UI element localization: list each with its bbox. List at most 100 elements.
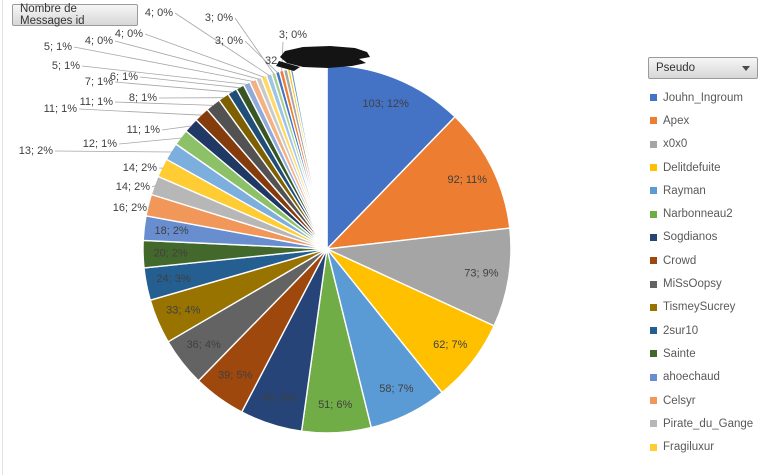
data-label: 14; 2% [123,162,157,174]
legend-color-swatch [650,94,657,102]
data-label: 39; 5% [218,370,252,382]
legend-color-swatch [650,233,657,241]
chevron-down-icon[interactable] [742,65,750,71]
data-label: 3; 0% [215,35,243,47]
data-label: 6; 1% [110,71,138,83]
data-label: 33; 4% [166,305,200,317]
leader-line [73,46,254,82]
legend-item[interactable]: Celsyr [650,389,776,412]
pseudo-field-button-label: Pseudo [656,62,696,74]
leader-line [161,125,192,131]
data-label: 4; 0% [115,28,143,40]
data-label: 11; 1% [127,124,161,136]
leader-line [114,101,214,106]
data-label: 51; 6% [318,399,352,411]
legend-color-swatch [650,420,657,428]
legend-item[interactable]: Fragiluxur [650,435,776,458]
leader-line [234,17,275,75]
data-label: 73; 9% [464,268,498,280]
data-label: 11; 1% [80,96,114,108]
data-label: 7; 1% [85,76,113,88]
legend-color-swatch [650,117,657,125]
legend-color-swatch [650,350,657,358]
data-label: 4; 0% [85,35,113,47]
data-label: 3; 0% [279,29,307,41]
values-field-button-label: Nombre de Messages id [20,3,85,27]
legend-item-label: Sainte [663,347,696,360]
legend-item[interactable]: Pirate_du_Gange [650,412,776,435]
legend-color-swatch [650,327,657,335]
chart-area-border [2,0,3,475]
leader-line [118,137,182,145]
data-label: 8; 1% [129,92,157,104]
legend-item[interactable]: Sainte [650,342,776,365]
legend-item-label: Jouhn_Ingroum [663,91,743,104]
legend-item-label: Rayman [663,184,706,197]
data-label: 92; 11% [448,174,488,186]
data-label: 12; 1% [83,138,117,150]
legend-item[interactable]: Crowd [650,249,776,272]
legend-color-swatch [650,303,657,311]
legend-color-swatch [650,443,657,451]
legend-color-swatch [650,164,657,172]
data-label: 5; 1% [44,41,72,53]
data-label: 24; 3% [156,273,190,285]
legend-item-label: x0x0 [663,138,688,151]
legend-item[interactable]: Sogdianos [650,226,776,249]
redacted-label-fragment: 32 [265,55,277,67]
data-label: 36; 4% [187,339,221,351]
legend-item-label: TismeySucrey [663,301,736,314]
legend-color-swatch [650,257,657,265]
data-label: 4; 0% [145,7,173,19]
legend-item-label: 2sur10 [663,324,699,337]
pseudo-field-button[interactable]: Pseudo [648,57,758,79]
legend-color-swatch [650,187,657,195]
legend-item[interactable]: ahoechaud [650,366,776,389]
legend-item[interactable]: 2sur10 [650,319,776,342]
leader-line [174,12,270,76]
data-label: 3; 0% [205,12,233,24]
legend-color-swatch [650,373,657,381]
redaction-scribble [276,46,370,71]
legend-item-label: MiSsOopsy [663,278,722,291]
legend-item[interactable]: Delitdefuite [650,156,776,179]
legend-color-swatch [650,140,657,148]
leader-line [114,40,260,80]
legend-item[interactable]: x0x0 [650,133,776,156]
legend-item[interactable]: Apex [650,109,776,132]
data-label: 62; 7% [433,339,467,351]
data-label: 13; 2% [19,145,53,157]
legend-item[interactable]: TismeySucrey [650,296,776,319]
legend: Jouhn_Ingroum Apex x0x0 Delitdefuite Rayman N… [650,86,776,459]
leader-line [81,65,248,85]
values-field-button[interactable]: Nombre de Messages id [12,3,138,27]
leader-line [151,185,156,188]
leader-line [244,40,278,74]
data-label: 16; 2% [113,202,147,214]
legend-item[interactable]: Jouhn_Ingroum [650,86,776,109]
legend-color-swatch [650,280,657,288]
legend-item-label: Apex [663,114,690,127]
legend-item[interactable]: Narbonneau2 [650,202,776,225]
data-label: 11; 1% [44,103,78,115]
legend-item[interactable]: Rayman [650,179,776,202]
leader-line [114,81,233,93]
legend-color-swatch [650,397,657,404]
legend-item[interactable]: MiSsOopsy [650,272,776,295]
pie-slice[interactable] [326,227,512,327]
data-label: 14; 2% [116,181,150,193]
legend-item-label: Delitdefuite [663,161,721,174]
legend-item-label: ahoechaud [663,371,720,384]
leader-line [78,108,203,116]
data-label: 103; 12% [362,98,409,110]
data-label: 18; 2% [154,225,188,237]
legend-item-label: Pirate_du_Gange [663,417,754,430]
data-label: 5; 1% [52,60,80,72]
leader-line [144,33,265,78]
leader-line [139,76,241,89]
legend-item-label: Sogdianos [663,231,718,244]
data-label: 46; 5% [262,392,296,404]
pie-slice[interactable] [326,116,511,250]
